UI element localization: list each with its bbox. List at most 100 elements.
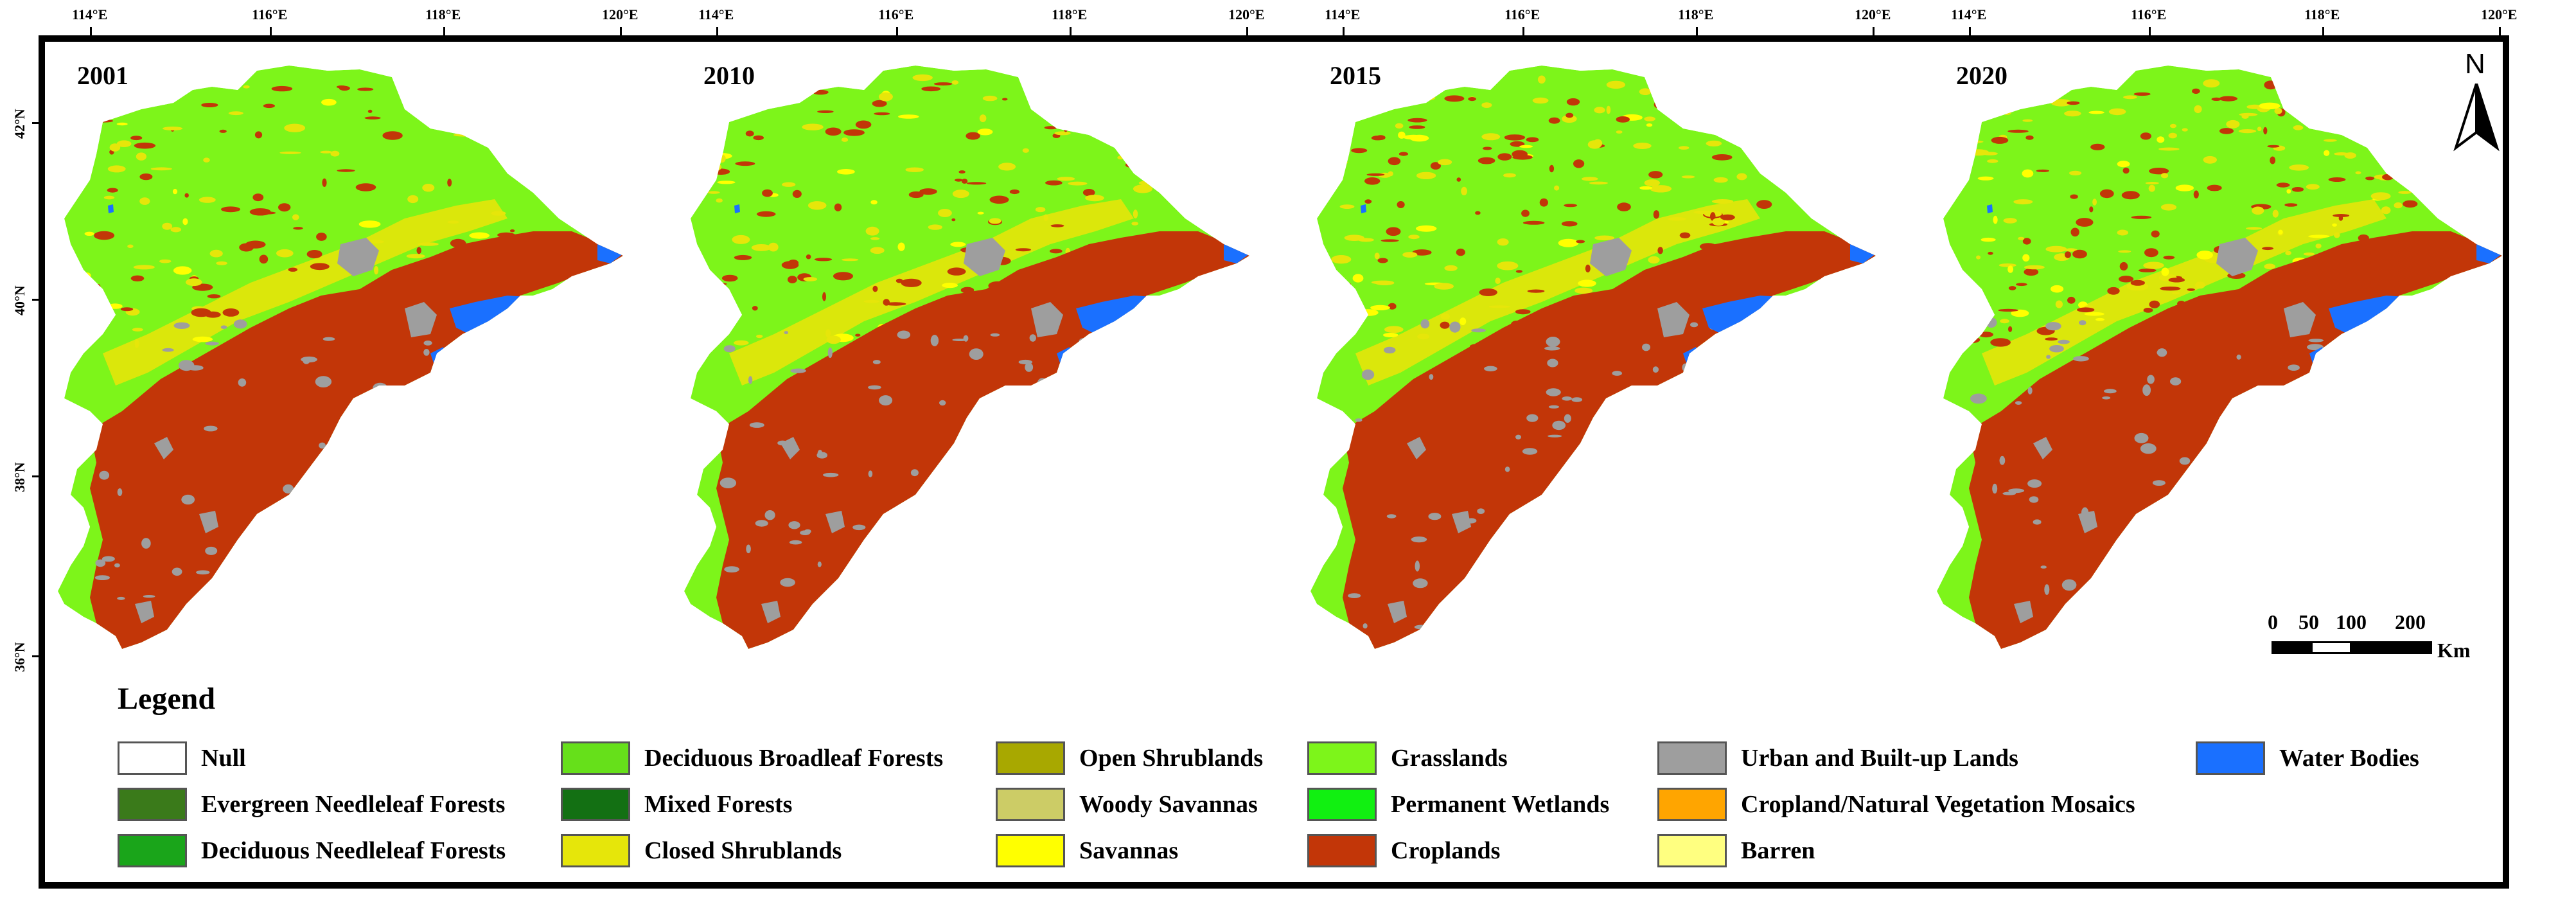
land-cover-patch (2326, 123, 2342, 127)
land-cover-patch (1976, 255, 1981, 260)
land-cover-patch (1644, 179, 1660, 187)
land-cover-patch (1478, 157, 1495, 164)
land-cover-patch (1054, 131, 1071, 136)
land-cover-patch (2324, 139, 2337, 142)
urban-patch (204, 425, 218, 432)
land-cover-patch (94, 231, 115, 240)
land-cover-patch (2246, 104, 2263, 109)
longitude-tick-mark (1873, 27, 1875, 40)
land-cover-patch (130, 275, 145, 281)
map-panel-2015: 2015 (1298, 51, 1895, 668)
land-cover-patch (1138, 181, 1160, 186)
urban-patch (261, 536, 266, 544)
land-cover-patch (1957, 107, 1974, 114)
land-cover-patch (1438, 159, 1452, 166)
urban-patch (2040, 565, 2047, 569)
land-cover-patch (825, 127, 842, 136)
land-cover-patch (1512, 155, 1533, 160)
land-cover-patch (374, 266, 379, 275)
land-cover-patch (1133, 209, 1138, 218)
urban-patch (2309, 459, 2324, 466)
land-cover-patch (834, 203, 842, 211)
land-cover-patch (1351, 148, 1368, 154)
urban-patch (1386, 514, 1397, 519)
land-cover-patch (2368, 84, 2382, 89)
land-cover-patch (2358, 125, 2376, 133)
land-cover-patch (288, 267, 297, 272)
land-cover-patch (1979, 332, 1993, 338)
land-cover-patch (874, 112, 890, 116)
latitude-tick-mark (32, 122, 45, 124)
land-cover-patch (2130, 279, 2145, 286)
land-cover-patch (1371, 280, 1392, 285)
land-cover-patch (1582, 177, 1598, 181)
land-cover-patch (2192, 88, 2200, 94)
urban-patch (1042, 589, 1055, 596)
urban-patch (2015, 401, 2022, 405)
urban-patch (181, 494, 195, 505)
urban-patch (173, 322, 190, 329)
urban-patch (1707, 457, 1724, 468)
land-cover-patch (843, 129, 865, 136)
longitude-tick-label: 114°E (72, 6, 108, 22)
land-cover-patch (2207, 184, 2222, 191)
land-cover-patch (407, 195, 419, 204)
land-cover-patch (2380, 328, 2402, 335)
urban-patch (256, 515, 267, 525)
land-cover-patch (1539, 198, 1548, 207)
urban-patch (461, 422, 472, 432)
urban-patch (371, 562, 380, 566)
urban-patch (1611, 518, 1616, 524)
land-cover-patch (1639, 88, 1652, 95)
map-panel-2020: 2020 (1924, 51, 2521, 668)
land-cover-patch (1475, 211, 1481, 215)
urban-patch (817, 450, 823, 458)
land-cover-patch (2070, 227, 2079, 237)
legend-swatch (1307, 741, 1377, 775)
urban-area (2033, 437, 2052, 459)
urban-patch (1504, 466, 1510, 472)
land-cover-patch (2161, 267, 2169, 276)
legend-label: Permanent Wetlands (1391, 791, 1610, 818)
urban-patch (1079, 338, 1090, 346)
urban-patch (172, 567, 182, 576)
land-cover-patch (989, 218, 1001, 224)
land-cover-patch (416, 247, 421, 254)
land-cover-patch (1962, 140, 1984, 143)
scale-segment (2272, 641, 2313, 654)
land-cover-patch (166, 95, 176, 98)
longitude-tick-mark (1246, 27, 1248, 40)
urban-patch (897, 330, 911, 339)
legend-item: Deciduous Needleleaf Forests (118, 833, 506, 869)
land-cover-patch (2022, 238, 2031, 245)
land-cover-patch (1576, 240, 1585, 244)
land-cover-patch (2117, 161, 2130, 168)
land-cover-patch (2143, 308, 2153, 313)
land-cover-patch (2194, 105, 2202, 114)
land-cover-patch (418, 242, 439, 246)
urban-patch (2101, 595, 2117, 599)
urban-patch (1471, 328, 1486, 333)
urban-patch (1548, 405, 1559, 409)
legend-swatch (561, 741, 630, 775)
urban-patch (2267, 565, 2280, 576)
urban-patch (1740, 577, 1751, 583)
land-cover-patch (2065, 248, 2078, 252)
land-cover-patch (781, 261, 799, 269)
land-cover-patch (2076, 78, 2091, 85)
land-cover-patch (78, 159, 90, 168)
urban-patch (945, 519, 959, 527)
land-cover-patch (1706, 140, 1722, 146)
land-cover-patch (982, 95, 998, 102)
land-cover-patch (2077, 307, 2095, 313)
land-cover-patch (1147, 317, 1160, 322)
urban-patch (1665, 537, 1677, 547)
land-cover-patch (1633, 143, 1652, 149)
land-cover-patch (103, 195, 115, 200)
urban-patch (423, 341, 432, 346)
urban-patch (1348, 593, 1361, 598)
land-cover-patch (139, 173, 153, 181)
panel-year-label: 2001 (77, 61, 128, 90)
land-cover-patch (2401, 132, 2408, 141)
urban-patch (2147, 375, 2155, 384)
